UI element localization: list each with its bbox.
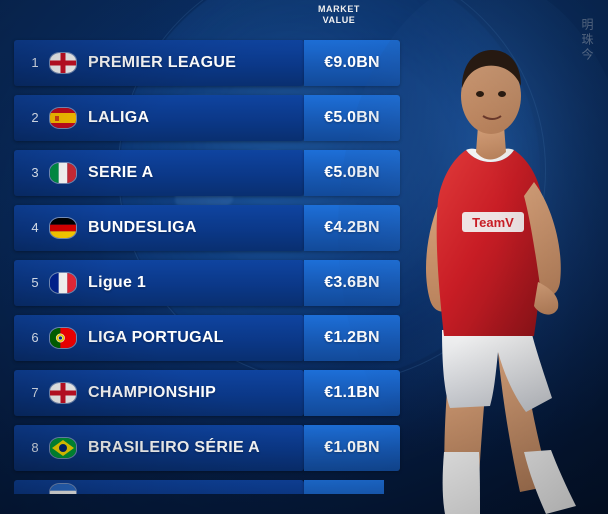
table-row[interactable]: 3 SERIE A €5.0BN: [14, 150, 400, 196]
league-name: PREMIER LEAGUE: [88, 54, 237, 71]
watermark-text: 明珠今: [580, 18, 594, 63]
market-value-header-line1: MARKET: [317, 4, 361, 14]
rank-number: 9: [26, 480, 44, 494]
rank-number: 2: [31, 110, 39, 125]
flag-italy-icon: [50, 163, 76, 183]
rank-number: 6: [31, 330, 39, 345]
flag-brazil-icon: [50, 438, 76, 458]
market-value: €1.0BN: [324, 439, 380, 456]
league-name: BRASILEIRO SÉRIE A: [88, 439, 260, 456]
row-background: [14, 480, 304, 494]
flag-france-icon: [50, 273, 76, 293]
rank-number: 4: [31, 220, 39, 235]
rank-number: 7: [31, 385, 39, 400]
table-row-partial[interactable]: 9: [14, 480, 384, 494]
table-row[interactable]: 7 CHAMPIONSHIP €1.1BN: [14, 370, 400, 416]
table-row[interactable]: 4 BUNDESLIGA €4.2BN: [14, 205, 400, 251]
flag-spain-icon: [50, 108, 76, 128]
flag-england-icon: [50, 53, 76, 73]
market-value: €4.2BN: [324, 219, 380, 236]
flag-partial-icon: [50, 484, 76, 494]
market-value-header-line2: VALUE: [322, 15, 356, 25]
league-name: LIGA PORTUGAL: [88, 329, 224, 346]
rank-number: 5: [31, 275, 39, 290]
league-name: LALIGA: [88, 109, 150, 126]
market-value: €9.0BN: [324, 54, 380, 71]
table-row[interactable]: 2 LALIGA €5.0BN: [14, 95, 400, 141]
flag-england-icon: [50, 383, 76, 403]
market-value: €1.1BN: [324, 384, 380, 401]
rank-number: 8: [31, 440, 39, 455]
rank-number: 3: [31, 165, 39, 180]
table-row[interactable]: 6 LIGA PORTUGAL €1.2BN: [14, 315, 400, 361]
flag-portugal-icon: [50, 328, 76, 348]
table-row[interactable]: 8 BRASILEIRO SÉRIE A €1.0BN: [14, 425, 400, 471]
market-value: €5.0BN: [324, 164, 380, 181]
rank-number: 1: [31, 55, 39, 70]
league-name: CHAMPIONSHIP: [88, 384, 217, 401]
league-name: Ligue 1: [88, 274, 147, 291]
league-name: BUNDESLIGA: [88, 219, 197, 236]
league-ranking-list: 1 PREMIER LEAGUE €9.0BN 2 LALIGA €5.0BN …: [14, 40, 400, 503]
flag-germany-icon: [50, 218, 76, 238]
market-value-header: MARKET VALUE: [296, 4, 382, 26]
row-value-background: [304, 480, 384, 494]
table-row[interactable]: 1 PREMIER LEAGUE €9.0BN: [14, 40, 400, 86]
table-row[interactable]: 5 Ligue 1 €3.6BN: [14, 260, 400, 306]
market-value: €3.6BN: [324, 274, 380, 291]
league-name: SERIE A: [88, 164, 154, 181]
market-value: €1.2BN: [324, 329, 380, 346]
market-value: €5.0BN: [324, 109, 380, 126]
